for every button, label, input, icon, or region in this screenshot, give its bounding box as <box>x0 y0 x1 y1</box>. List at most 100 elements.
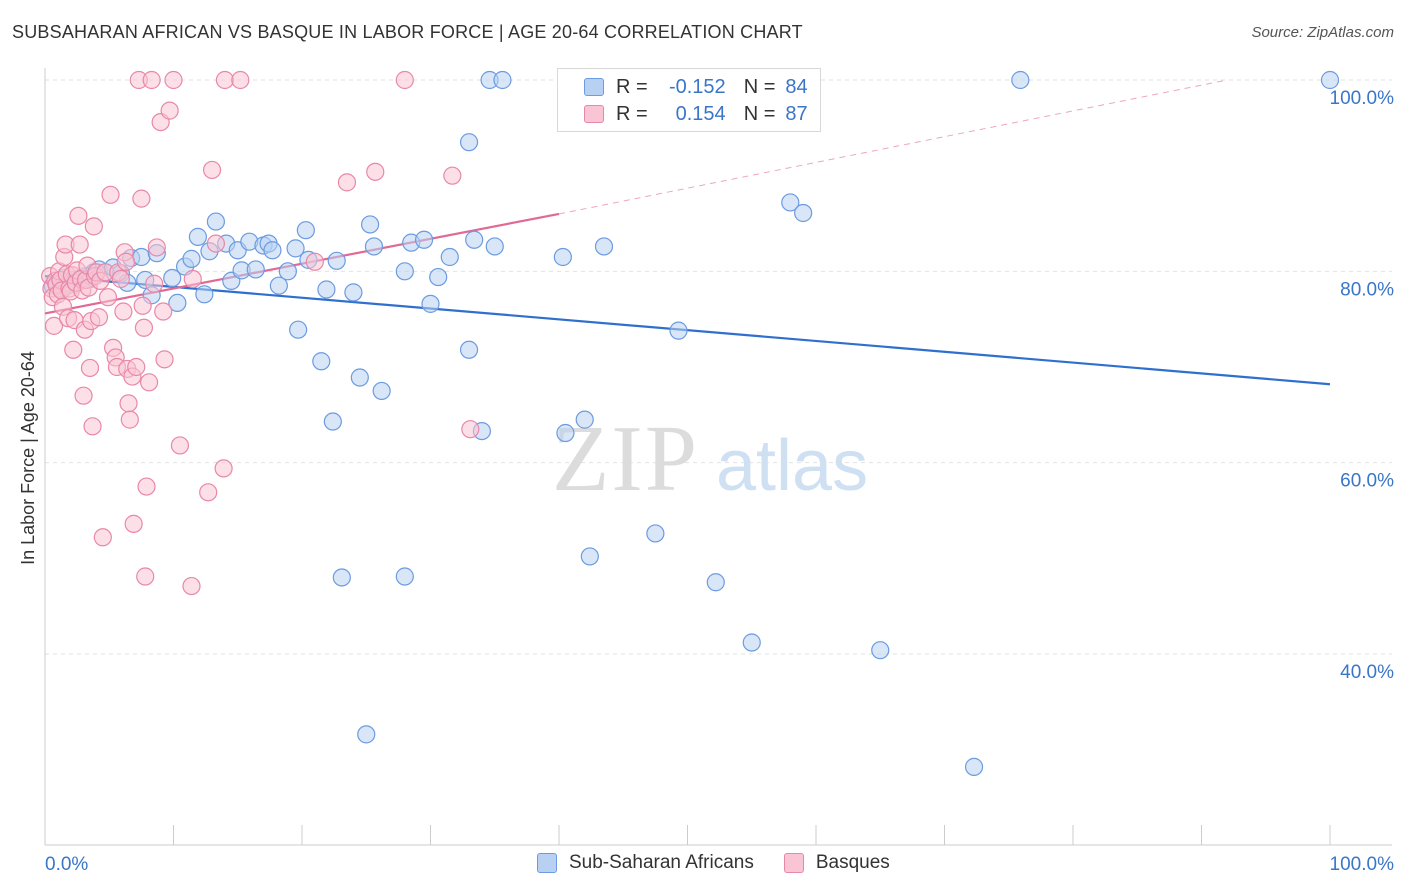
point-basque <box>199 483 218 502</box>
point-basque <box>69 206 88 225</box>
point-sub-saharan <box>323 412 342 431</box>
point-sub-saharan <box>132 247 151 267</box>
y-tick-label: 100.0% <box>1330 88 1395 109</box>
point-basque <box>70 235 89 254</box>
point-sub-saharan <box>556 423 575 443</box>
point-sub-saharan <box>206 212 226 231</box>
point-sub-saharan <box>163 268 182 288</box>
legend-swatch-pink <box>584 105 604 123</box>
bottom-legend-label: Basques <box>815 852 890 873</box>
chart-title: SUBSAHARAN AFRICAN VS BASQUE IN LABOR FO… <box>12 22 803 42</box>
point-sub-saharan <box>357 725 376 744</box>
point-basque <box>64 340 83 359</box>
point-basque <box>231 70 250 90</box>
legend-box: R = -0.152 N = 84 R = 0.154 N = 87 <box>557 68 821 132</box>
point-basque <box>170 436 190 455</box>
bottom-legend-swatch-blue <box>537 853 557 873</box>
x-tick-label: 100.0% <box>1330 854 1395 875</box>
point-basque <box>83 417 102 436</box>
point-sub-saharan <box>312 352 331 371</box>
point-basque <box>164 70 183 90</box>
point-sub-saharan <box>317 280 336 299</box>
bottom-legend-item-sub-saharan: Sub-Saharan Africans <box>537 852 754 874</box>
point-sub-saharan <box>575 410 594 429</box>
legend-r-label: R = <box>616 102 648 125</box>
point-sub-saharan <box>327 251 346 270</box>
point-sub-saharan <box>246 260 265 279</box>
point-sub-saharan <box>493 70 512 90</box>
point-basque <box>98 288 118 307</box>
point-basque <box>132 189 151 208</box>
point-sub-saharan <box>440 247 459 267</box>
point-sub-saharan <box>781 193 800 212</box>
point-sub-saharan <box>344 283 363 302</box>
point-basque <box>139 373 159 392</box>
point-sub-saharan <box>350 368 369 387</box>
point-basque <box>160 101 179 120</box>
point-sub-saharan <box>1320 70 1340 90</box>
point-sub-saharan <box>871 641 890 660</box>
point-basque <box>145 274 164 293</box>
point-sub-saharan <box>364 237 384 256</box>
legend-n-label: N = <box>743 102 776 125</box>
point-sub-saharan <box>286 239 305 258</box>
point-basque <box>133 296 152 315</box>
point-basque <box>124 514 143 533</box>
point-basque <box>142 70 161 90</box>
point-sub-saharan <box>414 230 434 249</box>
point-basque <box>119 394 138 413</box>
point-basque <box>202 160 222 180</box>
point-basque <box>134 318 154 337</box>
point-basque <box>136 567 155 586</box>
point-sub-saharan <box>395 262 414 281</box>
point-sub-saharan <box>459 340 479 359</box>
point-sub-saharan <box>168 293 187 313</box>
grid-lines <box>45 79 1392 655</box>
point-sub-saharan <box>465 230 484 249</box>
point-sub-saharan <box>553 247 572 267</box>
point-basque <box>305 252 324 271</box>
legend-swatch-blue <box>584 78 604 96</box>
point-basque <box>183 269 202 289</box>
point-sub-saharan <box>742 633 761 652</box>
trend-line-basques-extension <box>558 79 1228 215</box>
point-basque <box>182 576 201 596</box>
watermark: ZIP atlas <box>552 407 868 511</box>
point-sub-saharan <box>646 524 665 543</box>
point-basque <box>120 410 139 429</box>
source-label: Source: ZipAtlas.com <box>1251 24 1394 41</box>
point-sub-saharan <box>278 262 297 281</box>
point-sub-saharan <box>269 276 288 295</box>
watermark-zip: ZIP <box>552 407 699 511</box>
y-tick-label: 80.0% <box>1340 279 1394 300</box>
legend-row-basques: R = 0.154 N = 87 <box>584 102 808 126</box>
point-basque <box>114 302 133 321</box>
bottom-legend: Sub-Saharan Africans Basques <box>537 852 920 874</box>
point-basque <box>80 358 100 378</box>
legend-row-sub-saharan: R = -0.152 N = 84 <box>584 75 808 99</box>
point-sub-saharan <box>296 221 315 240</box>
point-basque <box>147 238 166 257</box>
point-basque <box>89 308 109 327</box>
point-basque <box>44 316 64 335</box>
point-basque <box>84 217 103 236</box>
point-sub-saharan <box>485 237 504 256</box>
bottom-legend-item-basques: Basques <box>783 852 890 874</box>
axes <box>44 68 1392 846</box>
point-basque <box>111 269 130 289</box>
point-basque <box>116 252 136 271</box>
point-basque <box>101 185 120 204</box>
point-basque <box>155 350 174 369</box>
point-sub-saharan <box>289 320 308 339</box>
point-basque <box>74 386 93 405</box>
point-sub-saharan <box>372 381 391 401</box>
point-sub-saharan <box>395 567 414 586</box>
legend-r-value: -0.152 <box>668 75 726 98</box>
point-sub-saharan <box>188 227 208 246</box>
point-basque <box>337 173 357 192</box>
bottom-legend-swatch-pink <box>783 853 804 873</box>
tick-labels: 100.0% 80.0% 60.0% 40.0% 0.0% 100.0% <box>45 88 1394 875</box>
point-sub-saharan <box>263 241 282 260</box>
point-sub-saharan <box>594 237 614 256</box>
point-sub-saharan <box>182 249 201 268</box>
